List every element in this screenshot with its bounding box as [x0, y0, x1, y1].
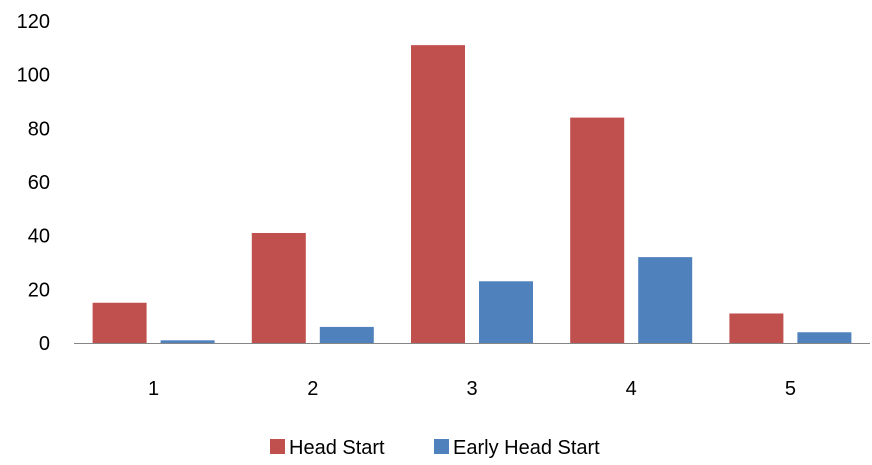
y-tick-label: 20 — [28, 279, 50, 301]
legend-label: Head Start — [289, 437, 385, 459]
bar-early-head-start-2 — [319, 326, 374, 343]
x-tick-label: 5 — [785, 378, 796, 400]
legend-swatch — [434, 439, 449, 454]
bar-early-head-start-5 — [797, 332, 852, 343]
y-tick-label: 120 — [17, 11, 50, 33]
y-tick-label: 60 — [28, 172, 50, 194]
legend: Head Start Early Head Start — [270, 437, 600, 459]
y-tick-label: 100 — [17, 65, 50, 87]
bar-early-head-start-1 — [160, 340, 215, 343]
x-tick-label: 4 — [626, 378, 637, 400]
x-tick-label: 1 — [148, 378, 159, 400]
y-tick-label: 80 — [28, 118, 50, 140]
legend-swatch — [270, 439, 285, 454]
y-axis-tick-labels: 0 20 40 60 80 100 120 — [17, 11, 50, 355]
bar-early-head-start-3 — [479, 281, 533, 343]
bar-head-start-2 — [251, 232, 306, 343]
x-tick-label: 2 — [307, 378, 318, 400]
bars — [92, 45, 852, 344]
x-tick-label: 3 — [466, 378, 477, 400]
bar-head-start-4 — [570, 117, 625, 343]
bar-early-head-start-4 — [638, 257, 693, 343]
bar-head-start-5 — [729, 313, 784, 343]
x-axis-tick-labels: 1 2 3 4 5 — [148, 378, 796, 400]
y-tick-label: 40 — [28, 226, 50, 248]
y-tick-label: 0 — [39, 333, 50, 355]
bar-head-start-1 — [92, 302, 147, 343]
bar-head-start-3 — [411, 45, 465, 344]
legend-label: Early Head Start — [453, 437, 600, 459]
